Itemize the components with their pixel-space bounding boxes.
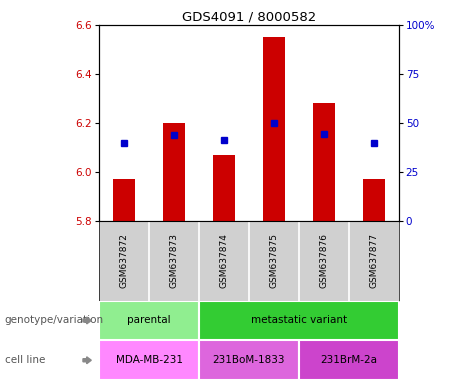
Bar (199, 301, 399, 340)
Text: 231BoM-1833: 231BoM-1833 (213, 355, 285, 365)
Text: GSM637875: GSM637875 (269, 233, 278, 288)
Title: GDS4091 / 8000582: GDS4091 / 8000582 (182, 11, 316, 24)
Bar (113, 179, 136, 221)
Text: GSM637877: GSM637877 (369, 233, 378, 288)
Text: genotype/variation: genotype/variation (5, 315, 104, 326)
Text: cell line: cell line (5, 355, 45, 365)
Text: MDA-MB-231: MDA-MB-231 (116, 355, 183, 365)
Bar (299, 340, 399, 380)
Bar (163, 123, 185, 221)
Bar (99, 301, 199, 340)
Bar (313, 103, 335, 221)
Text: GSM637873: GSM637873 (170, 233, 178, 288)
Bar (362, 179, 385, 221)
Text: parental: parental (127, 315, 171, 326)
Text: GSM637874: GSM637874 (219, 233, 229, 288)
Text: metastatic variant: metastatic variant (251, 315, 347, 326)
Bar (263, 37, 285, 221)
Bar (99, 340, 199, 380)
Bar (213, 155, 235, 221)
Text: GSM637876: GSM637876 (319, 233, 328, 288)
Bar (199, 340, 299, 380)
Text: GSM637872: GSM637872 (119, 233, 129, 288)
Text: 231BrM-2a: 231BrM-2a (320, 355, 377, 365)
